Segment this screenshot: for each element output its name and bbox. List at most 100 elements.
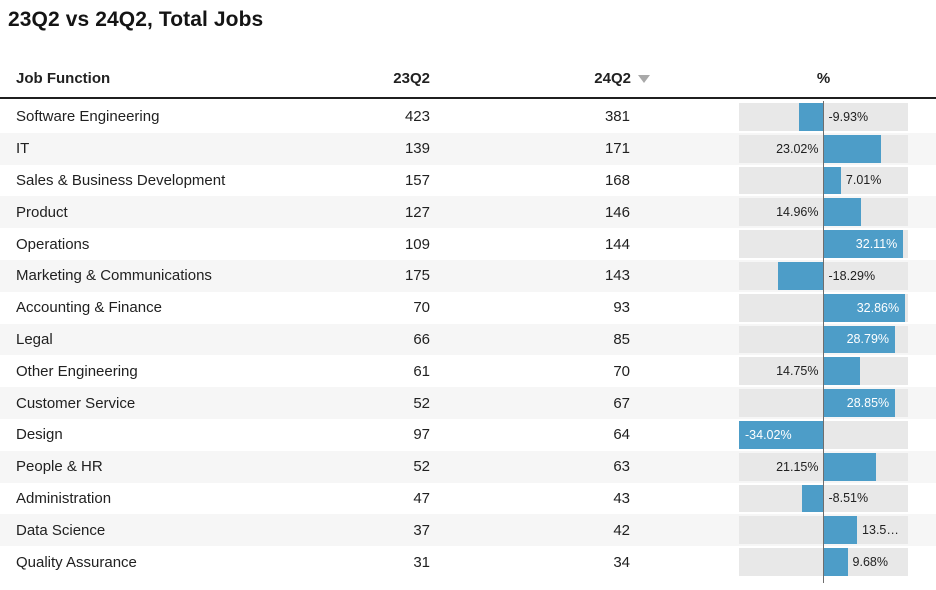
pct-label: 14.96%	[776, 205, 819, 220]
q24-value-cell: 63	[613, 458, 630, 476]
table-row[interactable]: People & HR 52 63 21.15%	[0, 450, 936, 483]
pct-bar-cell: 23.02%	[630, 133, 936, 165]
pct-bar-track: 28.79%	[739, 325, 908, 354]
job-function-cell: Product	[16, 203, 68, 221]
pct-bar-track: -18.29%	[739, 261, 908, 290]
q23-value-cell: 61	[413, 362, 430, 380]
table-header-row: Job Function 23Q2 24Q2 %	[0, 60, 936, 99]
pct-bar-track: 21.15%	[739, 452, 908, 481]
q23-value-cell: 139	[404, 140, 430, 158]
q23-value-cell: 52	[413, 394, 430, 412]
table-row[interactable]: Marketing & Communications 175 143 -18.2…	[0, 259, 936, 292]
pct-bar-cell: 32.11%	[630, 228, 936, 260]
pct-label: 23.02%	[776, 141, 819, 156]
job-function-cell: Operations	[16, 235, 90, 253]
q23-value-cell: 157	[404, 171, 430, 189]
q23-value-cell: 66	[413, 330, 430, 348]
pct-bar	[823, 293, 906, 322]
pct-label: -18.29%	[828, 268, 876, 283]
job-function-cell: Quality Assurance	[16, 553, 137, 571]
table-row[interactable]: Legal 66 85 28.79%	[0, 323, 936, 356]
q24-value-cell: 85	[613, 330, 630, 348]
column-header-24q2-label: 24Q2	[594, 70, 631, 87]
pct-bar-track: 32.11%	[739, 230, 908, 258]
table-row[interactable]: Other Engineering 61 70 14.75%	[0, 355, 936, 387]
pct-label: 14.75%	[776, 364, 819, 379]
pct-bar-track: 9.68%	[739, 548, 908, 576]
q23-value-cell: 97	[413, 426, 430, 444]
pct-bar	[823, 389, 896, 417]
q24-value-cell: 42	[613, 521, 630, 539]
q24-value-cell: 70	[613, 362, 630, 380]
pct-bar-cell: 28.85%	[630, 387, 936, 419]
pct-label: 7.01%	[845, 173, 882, 188]
q24-value-cell: 34	[613, 553, 630, 571]
q23-value-cell: 31	[413, 553, 430, 571]
q23-value-cell: 52	[413, 458, 430, 476]
pct-bar	[823, 325, 895, 354]
q23-value-cell: 47	[413, 489, 430, 507]
pct-bar-track: 7.01%	[739, 166, 908, 195]
pct-label: 32.11%	[855, 237, 898, 252]
q23-value-cell: 127	[404, 203, 430, 221]
q24-value-cell: 93	[613, 299, 630, 317]
table-row[interactable]: Product 127 146 14.96%	[0, 196, 936, 229]
q24-value-cell: 171	[604, 140, 630, 158]
q24-value-cell: 67	[613, 394, 630, 412]
pct-bar-cell: 13.5…	[630, 514, 936, 546]
pct-bar-track: -34.02%	[739, 420, 908, 449]
column-header-pct-label: %	[816, 70, 831, 87]
column-header-24q2[interactable]: 24Q2	[430, 70, 650, 87]
table-row[interactable]: Customer Service 52 67 28.85%	[0, 387, 936, 419]
pct-label: 32.86%	[856, 300, 900, 315]
job-function-cell: Sales & Business Development	[16, 171, 226, 189]
pct-bar	[823, 230, 904, 258]
table-row[interactable]: Administration 47 43 -8.51%	[0, 483, 936, 515]
table-row[interactable]: Data Science 37 42 13.5…	[0, 514, 936, 547]
pct-bar-cell: 28.79%	[630, 324, 936, 356]
table-row[interactable]: Design 97 64 -34.02%	[0, 419, 936, 451]
q23-value-cell: 175	[404, 267, 430, 285]
pct-bar	[778, 261, 824, 290]
pct-label: 28.85%	[846, 396, 890, 411]
q24-value-cell: 143	[604, 267, 630, 285]
table-row[interactable]: Sales & Business Development 157 168 7.0…	[0, 165, 936, 197]
table-row[interactable]: Accounting & Finance 70 93 32.86%	[0, 292, 936, 324]
q23-value-cell: 70	[413, 299, 430, 317]
job-function-cell: Design	[16, 426, 63, 444]
q24-value-cell: 64	[613, 426, 630, 444]
job-function-cell: Other Engineering	[16, 362, 138, 380]
pct-label: 13.5…	[862, 523, 899, 538]
pct-bar	[823, 548, 848, 576]
table-row[interactable]: Quality Assurance 31 34 9.68%	[0, 546, 936, 578]
pct-bar-cell: -34.02%	[630, 419, 936, 451]
table-row[interactable]: Operations 109 144 32.11%	[0, 228, 936, 260]
pct-bar	[823, 198, 861, 227]
pct-bar-cell: -18.29%	[630, 260, 936, 292]
job-function-cell: Marketing & Communications	[16, 267, 212, 285]
pct-bar-track: -9.93%	[739, 103, 908, 131]
pct-bar-cell: 7.01%	[630, 165, 936, 197]
pct-bar-cell: 9.68%	[630, 546, 936, 578]
column-header-pct[interactable]: %	[630, 70, 936, 87]
job-function-cell: Accounting & Finance	[16, 299, 162, 317]
pct-label: -34.02%	[745, 427, 792, 442]
table-row[interactable]: IT 139 171 23.02%	[0, 132, 936, 165]
pct-bar	[823, 134, 881, 163]
job-function-cell: IT	[16, 140, 30, 158]
pct-bar-cell: 14.96%	[630, 196, 936, 228]
pct-bar-cell: 21.15%	[630, 451, 936, 483]
pct-bar	[823, 452, 877, 481]
job-function-cell: People & HR	[16, 458, 103, 476]
pct-label: 21.15%	[776, 459, 819, 474]
pct-bar	[802, 484, 824, 513]
table-row[interactable]: Software Engineering 423 381 -9.93%	[0, 101, 936, 133]
q23-value-cell: 37	[413, 521, 430, 539]
pct-label: -8.51%	[828, 491, 869, 506]
column-header-job-function[interactable]: Job Function	[16, 70, 111, 87]
pct-bar-track: 13.5…	[739, 516, 908, 545]
column-header-23q2[interactable]: 23Q2	[393, 70, 430, 87]
q24-value-cell: 144	[604, 235, 630, 253]
pct-bar	[739, 420, 824, 449]
q24-value-cell: 168	[604, 171, 630, 189]
